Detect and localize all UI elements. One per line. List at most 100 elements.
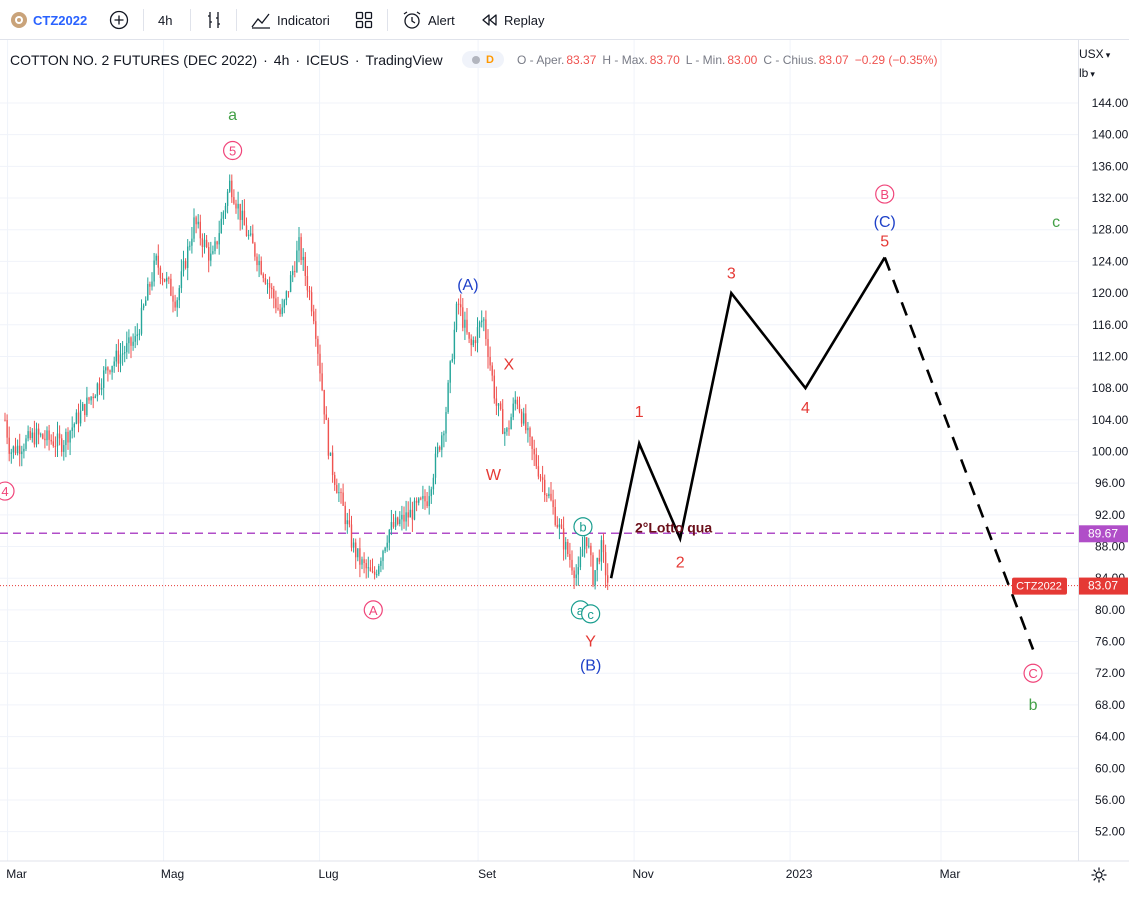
y-tick-label: 60.00 <box>1095 761 1125 775</box>
candle-body <box>338 492 340 494</box>
layouts-button[interactable] <box>355 0 373 40</box>
candle-body <box>594 570 596 586</box>
wave-label: (C) <box>874 214 896 231</box>
candle-body <box>218 233 220 245</box>
candle-body <box>98 383 101 390</box>
x-tick-label: Mar <box>6 867 27 881</box>
candle-body <box>193 217 195 239</box>
close-value: 83.07 <box>818 53 849 67</box>
candle-body <box>296 250 298 272</box>
candle-body <box>79 410 82 424</box>
candle-body <box>499 403 502 410</box>
currency-label: USX <box>1079 47 1104 61</box>
symbol-search-button[interactable]: CTZ2022 <box>10 0 87 40</box>
candle-body <box>562 528 565 550</box>
unit-selector[interactable]: lb ▾ <box>1079 66 1095 80</box>
candle-body <box>245 225 248 236</box>
candle-body <box>426 501 428 507</box>
candle-body <box>514 399 516 404</box>
open-value: 83.37 <box>566 53 597 67</box>
interval-button[interactable]: 4h <box>158 0 172 40</box>
candle-body <box>336 484 338 494</box>
currency-selector[interactable]: USX ▾ <box>1079 47 1110 61</box>
close-label: C - Chius. <box>763 53 817 67</box>
candle-body <box>205 239 208 248</box>
candle-body <box>560 524 563 529</box>
candle-body <box>35 428 38 445</box>
candle-body <box>166 277 168 282</box>
status-dot-icon <box>472 55 481 64</box>
price-axis[interactable] <box>1078 40 1129 861</box>
chevron-down-icon: ▾ <box>1090 69 1095 79</box>
data-status-badge[interactable]: D <box>462 51 504 68</box>
wave-label: b <box>1029 697 1038 714</box>
candle-body <box>518 404 521 412</box>
candle-body <box>216 241 218 245</box>
candle-body <box>577 567 579 575</box>
candle-body <box>539 476 542 478</box>
candle-body <box>380 560 382 566</box>
candle-body <box>256 256 258 266</box>
candle-body <box>441 435 443 450</box>
candle-body <box>90 396 92 401</box>
wave-label-circle <box>0 481 15 501</box>
candle-body <box>105 367 107 371</box>
candle-body <box>525 413 527 431</box>
chart-settings-button[interactable] <box>1090 866 1108 889</box>
wave-label: Y <box>585 634 596 651</box>
candle-body <box>382 551 384 561</box>
candle-body <box>495 398 498 406</box>
candle-body <box>546 495 548 497</box>
compare-symbol-button[interactable] <box>109 0 129 40</box>
wave-label-circle <box>1023 663 1043 683</box>
wave-label: 2 <box>676 554 685 571</box>
candle-body <box>487 338 489 357</box>
top-toolbar: CTZ2022 4h Indicatori <box>0 0 1129 40</box>
grid-icon <box>355 11 373 29</box>
wave-label: 4 <box>1 484 8 499</box>
candle-body <box>432 477 435 490</box>
y-tick-label: 92.00 <box>1095 508 1125 522</box>
candle-body <box>174 301 176 308</box>
wave-label: b <box>579 520 586 535</box>
candle-body <box>571 559 573 571</box>
y-tick-label: 140.00 <box>1092 128 1129 142</box>
candle-body <box>327 419 330 456</box>
candle-body <box>73 423 75 428</box>
level-price-badge <box>1079 525 1128 543</box>
alert-button[interactable]: Alert <box>401 0 455 40</box>
candle-body <box>502 409 504 434</box>
candle-body <box>264 278 267 284</box>
candle-body <box>19 445 21 455</box>
replay-button[interactable]: Replay <box>480 0 544 40</box>
candle-body <box>273 289 275 299</box>
chart-type-button[interactable] <box>204 0 224 40</box>
wave-label: (A) <box>457 277 478 294</box>
indicators-button[interactable]: Indicatori <box>250 0 330 40</box>
x-tick-label: Nov <box>632 867 653 881</box>
candle-body <box>182 260 185 272</box>
candle-body <box>96 383 99 397</box>
candle-body <box>607 575 609 583</box>
candle-body <box>541 477 544 480</box>
y-tick-label: 72.00 <box>1095 666 1125 680</box>
candle-body <box>277 307 279 310</box>
candle-body <box>48 430 50 440</box>
candle-body <box>100 387 103 390</box>
candle-body <box>115 350 117 362</box>
candle-body <box>315 321 317 339</box>
legend-dot: · <box>263 52 268 68</box>
candle-body <box>298 237 300 251</box>
candle-body <box>531 437 533 449</box>
candle-body <box>250 233 252 235</box>
candle-body <box>21 451 23 455</box>
candle-body <box>537 466 540 477</box>
y-tick-label: 112.00 <box>1092 349 1128 363</box>
candle-body <box>170 278 172 296</box>
candle-body <box>134 336 136 342</box>
y-tick-label: 96.00 <box>1095 476 1125 490</box>
y-tick-label: 100.00 <box>1092 444 1129 458</box>
candle-body <box>285 291 288 301</box>
candle-body <box>535 454 537 467</box>
